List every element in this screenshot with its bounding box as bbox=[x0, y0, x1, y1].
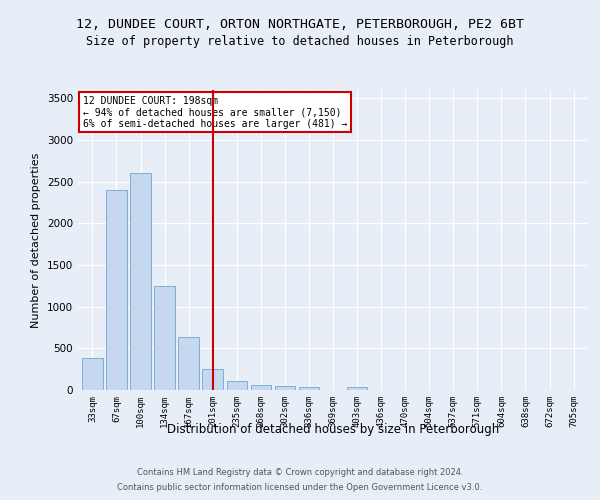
Text: Distribution of detached houses by size in Peterborough: Distribution of detached houses by size … bbox=[167, 424, 499, 436]
Bar bbox=[275, 386, 295, 390]
Bar bbox=[347, 387, 367, 390]
Bar bbox=[154, 286, 175, 390]
Text: Contains public sector information licensed under the Open Government Licence v3: Contains public sector information licen… bbox=[118, 483, 482, 492]
Bar bbox=[299, 387, 319, 390]
Bar bbox=[106, 190, 127, 390]
Text: 12, DUNDEE COURT, ORTON NORTHGATE, PETERBOROUGH, PE2 6BT: 12, DUNDEE COURT, ORTON NORTHGATE, PETER… bbox=[76, 18, 524, 30]
Bar bbox=[227, 381, 247, 390]
Text: Size of property relative to detached houses in Peterborough: Size of property relative to detached ho… bbox=[86, 35, 514, 48]
Bar bbox=[202, 369, 223, 390]
Bar bbox=[178, 336, 199, 390]
Bar bbox=[82, 358, 103, 390]
Bar bbox=[251, 385, 271, 390]
Text: Contains HM Land Registry data © Crown copyright and database right 2024.: Contains HM Land Registry data © Crown c… bbox=[137, 468, 463, 477]
Bar bbox=[130, 174, 151, 390]
Y-axis label: Number of detached properties: Number of detached properties bbox=[31, 152, 41, 328]
Text: 12 DUNDEE COURT: 198sqm
← 94% of detached houses are smaller (7,150)
6% of semi-: 12 DUNDEE COURT: 198sqm ← 94% of detache… bbox=[83, 96, 347, 129]
